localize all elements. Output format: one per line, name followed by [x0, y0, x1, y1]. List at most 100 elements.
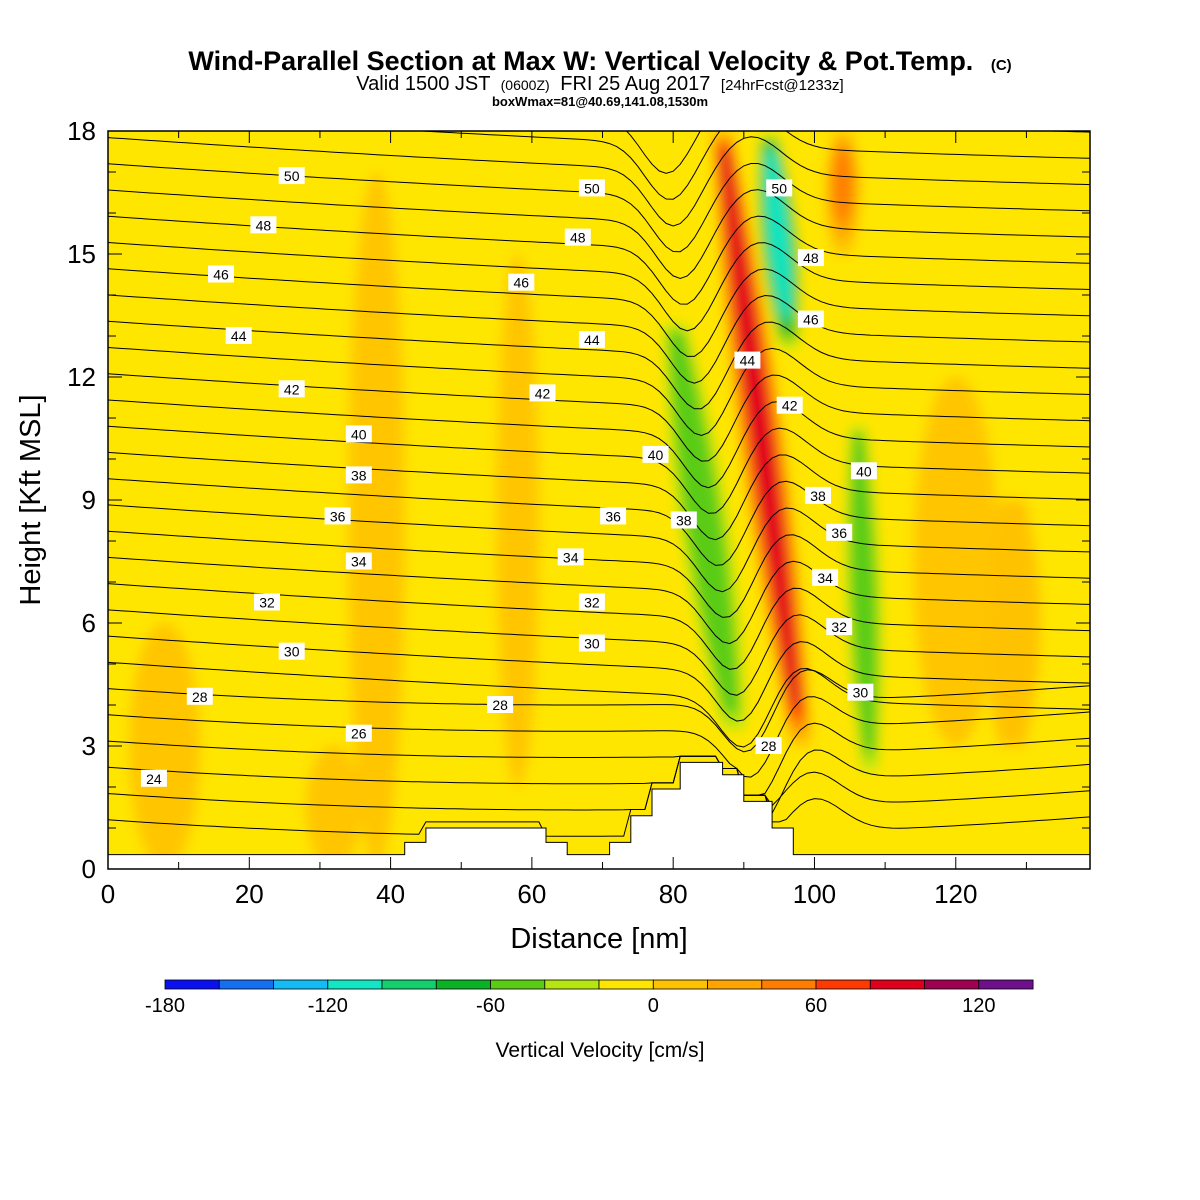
theta-label: 40 — [345, 425, 372, 443]
theta-label-box — [812, 568, 839, 586]
chart-title-mark: (C) — [991, 57, 1012, 74]
theta-label: 50 — [578, 179, 605, 197]
theta-label-text: 34 — [563, 549, 579, 565]
chart-title: Wind-Parallel Section at Max W: Vertical… — [188, 46, 1011, 76]
theta-label-box — [225, 327, 252, 344]
isentrope-line — [108, 294, 1090, 384]
y-tick-label: 0 — [82, 854, 96, 884]
x-tick-label: 120 — [934, 879, 977, 909]
theta-label: 38 — [345, 466, 372, 484]
theta-label-box — [797, 249, 824, 267]
colorbar-swatch — [652, 979, 708, 990]
velocity-patch — [305, 746, 363, 869]
velocity-patch — [348, 172, 405, 869]
colorbar-swatch — [815, 979, 871, 990]
colorbar: -180 -120 -60 0 60 120 — [145, 979, 1034, 1017]
isentrope-line — [108, 635, 1090, 722]
isentrope-line — [108, 661, 1090, 748]
theta-label: 34 — [557, 548, 584, 566]
velocity-band — [667, 331, 740, 714]
theta-label-text: 34 — [351, 554, 367, 570]
theta-label-box — [766, 179, 793, 197]
colorbar-swatch — [924, 979, 980, 990]
theta-label-box — [345, 552, 372, 570]
theta-label-box — [600, 507, 627, 525]
theta-label-text: 28 — [761, 738, 777, 754]
theta-label-text: 44 — [231, 328, 247, 344]
isentrope-line — [108, 268, 1090, 357]
theta-label-box — [278, 167, 305, 185]
theta-label: 46 — [508, 273, 535, 291]
theta-label: 36 — [600, 507, 627, 525]
theta-label-box — [345, 724, 372, 742]
velocity-band — [832, 147, 853, 222]
theta-label-text: 30 — [584, 636, 600, 652]
y-tick-label: 18 — [67, 116, 96, 146]
theta-label: 28 — [186, 687, 213, 705]
x-tick-label: 20 — [235, 879, 264, 909]
isentrope-line — [108, 696, 1090, 778]
theta-label-text: 38 — [676, 513, 692, 529]
x-axis: 0 20 40 60 80 100 120 — [101, 879, 978, 909]
theta-label-box — [670, 511, 697, 529]
velocity-patch — [129, 623, 200, 869]
theta-label-box — [755, 737, 782, 754]
theta-label-text: 32 — [831, 619, 847, 635]
theta-label-box — [254, 593, 280, 611]
theta-label-text: 26 — [351, 726, 367, 742]
theta-label-box — [186, 687, 213, 705]
theta-label-box — [557, 548, 584, 566]
theta-label: 44 — [734, 351, 761, 369]
theta-label-text: 38 — [351, 467, 367, 483]
x-tick-label: 40 — [376, 879, 405, 909]
theta-label-text: 36 — [831, 525, 847, 541]
theta-labels: 24 26 28 28 28 30 30 30 32 32 32 34 34 34 36 36 36 38 38 38… — [140, 167, 877, 787]
isentrope-line — [108, 320, 1090, 410]
theta-label-box — [797, 310, 824, 328]
colorbar-swatch — [761, 979, 817, 990]
theta-label: 34 — [812, 568, 839, 586]
colorbar-swatch — [598, 979, 654, 990]
colorbar-swatch — [490, 979, 546, 990]
inner-ticks — [108, 131, 1090, 869]
theta-label-text: 32 — [259, 595, 275, 611]
isentrope-line — [108, 136, 1090, 227]
theta-label-text: 48 — [256, 217, 272, 233]
y-tick-label: 6 — [82, 608, 96, 638]
theta-label: 30 — [278, 642, 305, 660]
theta-label-box — [642, 445, 669, 463]
theta-label: 42 — [278, 380, 305, 398]
theta-label-box — [578, 593, 605, 611]
theta-label: 44 — [225, 327, 252, 344]
theta-label-text: 40 — [648, 447, 664, 463]
theta-label-box — [278, 642, 305, 660]
theta-label-text: 36 — [605, 508, 621, 524]
theta-label-text: 50 — [584, 180, 600, 196]
terrain — [108, 761, 1090, 869]
theta-label: 46 — [208, 265, 234, 283]
subtitle-z: (0600Z) — [501, 77, 550, 93]
theta-label-text: 44 — [584, 332, 600, 348]
colorbar-tick-label: -60 — [476, 995, 505, 1017]
x-tick-label: 80 — [659, 879, 688, 909]
theta-label-text: 46 — [213, 267, 229, 283]
theta-label-text: 38 — [810, 488, 826, 504]
isentrope-line — [108, 530, 1090, 618]
isentrope-line — [108, 556, 1090, 645]
y-tick-label: 12 — [67, 362, 96, 392]
x-tick-label: 60 — [517, 879, 546, 909]
subtitle-fcst: [24hrFcst@1233z] — [721, 77, 844, 94]
x-tick-label: 0 — [101, 879, 115, 909]
theta-label: 38 — [670, 511, 697, 529]
theta-label-box — [734, 351, 761, 369]
x-tick-label: 100 — [793, 879, 836, 909]
isentrope-line — [108, 451, 1090, 541]
isentrope-line — [108, 242, 1090, 332]
theta-label: 40 — [642, 445, 669, 463]
chart-title-text: Wind-Parallel Section at Max W: Vertical… — [188, 46, 973, 76]
isentrope-line — [108, 749, 1090, 815]
theta-label-text: 42 — [782, 398, 798, 414]
theta-label: 30 — [847, 683, 874, 701]
velocity-patch — [913, 377, 999, 746]
isentrope-line — [108, 755, 1090, 811]
